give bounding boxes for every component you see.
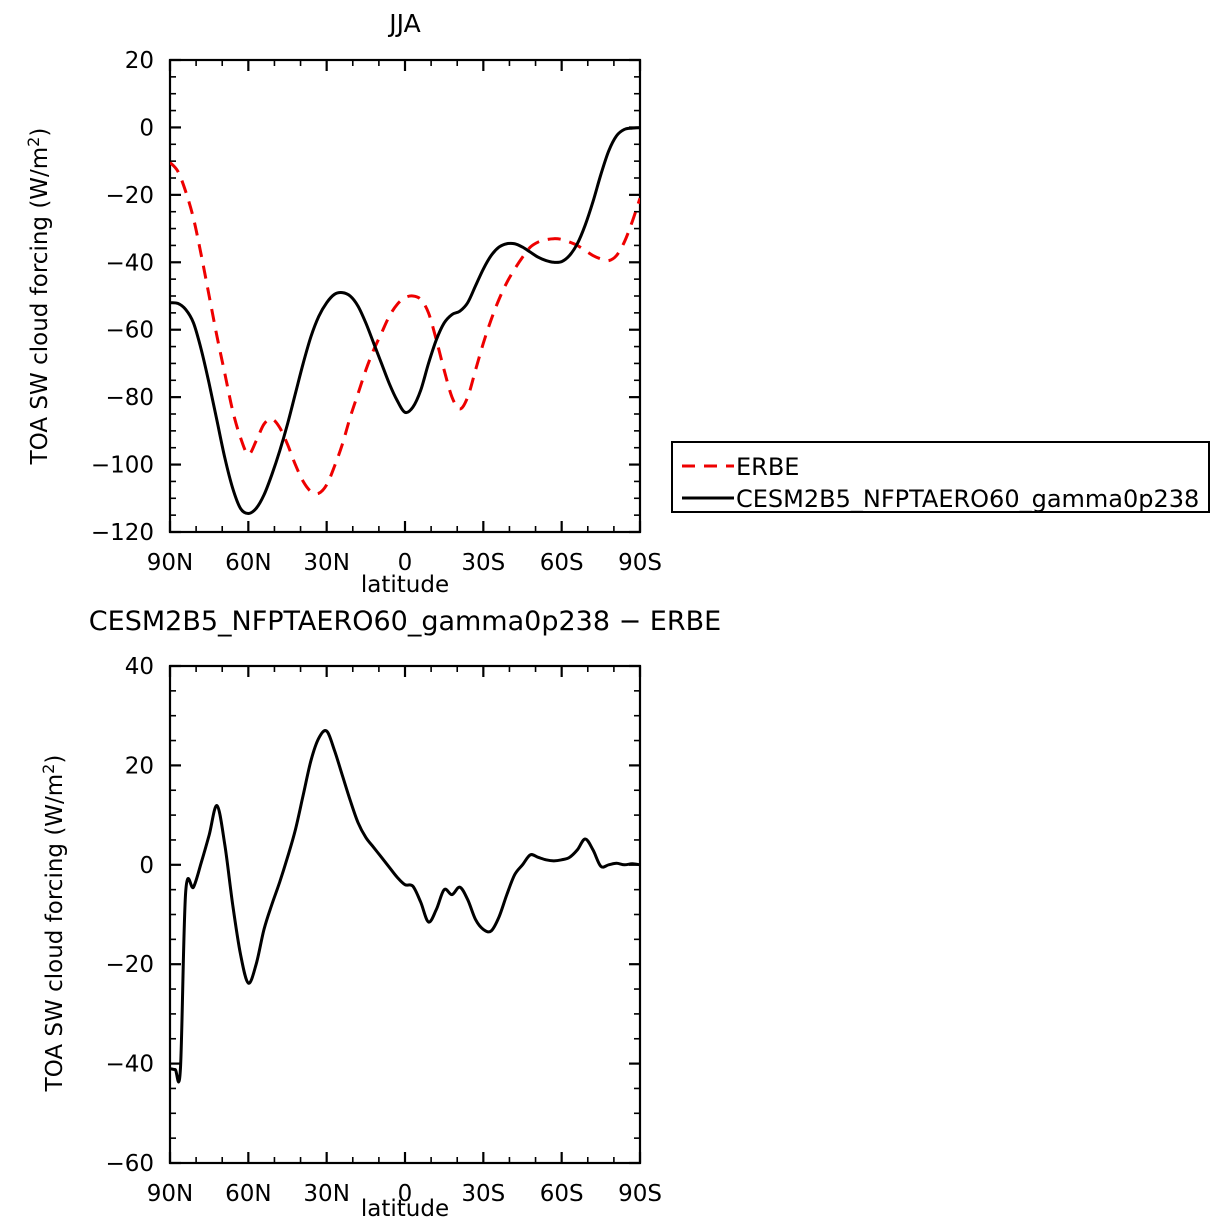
bottom-panel-title: CESM2B5_NFPTAERO60_gamma0p238 − ERBE	[89, 606, 721, 637]
top-panel: JJA TOA SW cloud forcing (W/m2) latitude…	[24, 9, 662, 598]
y-tick-label: 0	[139, 115, 154, 141]
y-tick-label: 40	[125, 654, 154, 680]
bottom-panel-ticks	[168, 664, 642, 1165]
top-panel-x-axis-label: latitude	[361, 572, 449, 598]
svg-text:TOA SW cloud forcing (W/m2): TOA SW cloud forcing (W/m2)	[39, 755, 68, 1093]
bottom-panel-x-tick-labels: 90N 60N 30N 0 30S 60S 90S	[147, 1181, 662, 1207]
top-panel-x-tick-labels: 90N 60N 30N 0 30S 60S 90S	[147, 550, 662, 576]
y-tick-label: −120	[91, 520, 154, 546]
top-panel-y-axis-label: TOA SW cloud forcing (W/m2)	[24, 128, 53, 466]
top-panel-ticks	[168, 58, 642, 534]
x-tick-label: 90S	[618, 550, 662, 576]
y-tick-label: −60	[105, 318, 154, 344]
x-tick-label: 90S	[618, 1181, 662, 1207]
x-tick-label: 90N	[147, 1181, 193, 1207]
y-tick-label: 20	[125, 48, 154, 74]
bottom-panel-y-tick-labels: 40 20 0 −20 −40 −60	[105, 654, 154, 1177]
bottom-ylabel-sup: 2	[39, 764, 58, 774]
x-tick-label: 0	[398, 550, 413, 576]
x-tick-label: 90N	[147, 550, 193, 576]
y-tick-label: −40	[105, 1052, 154, 1078]
top-panel-y-tick-labels: 20 0 −20 −40 −60 −80 −100 −120	[91, 48, 154, 546]
y-tick-label: −100	[91, 453, 154, 479]
y-tick-label: −20	[105, 952, 154, 978]
top-ylabel-main: TOA SW cloud forcing (W/m	[27, 147, 53, 466]
bottom-ylabel-close: )	[42, 755, 68, 764]
x-tick-label: 0	[398, 1181, 413, 1207]
x-tick-label: 60S	[540, 1181, 584, 1207]
series-line-cesm2b5-nfptaero60-gamma0p238-erbe	[170, 729, 640, 1084]
x-tick-label: 30S	[461, 550, 505, 576]
y-tick-label: −80	[105, 385, 154, 411]
y-tick-label: −60	[105, 1151, 154, 1177]
top-ylabel-sup: 2	[24, 137, 43, 147]
legend-label: ERBE	[736, 453, 799, 481]
legend-box	[671, 441, 1210, 513]
top-panel-series	[170, 126, 640, 515]
bottom-panel-y-axis-label: TOA SW cloud forcing (W/m2)	[39, 755, 68, 1093]
x-tick-label: 60S	[540, 550, 584, 576]
y-tick-label: −40	[105, 250, 154, 276]
top-panel-title: JJA	[387, 9, 420, 38]
bottom-panel-series	[170, 729, 640, 1084]
top-ylabel-close: )	[27, 128, 53, 137]
svg-text:TOA SW cloud forcing (W/m2): TOA SW cloud forcing (W/m2)	[24, 128, 53, 466]
x-tick-label: 30N	[303, 550, 349, 576]
legend-label: CESM2B5_NFPTAERO60_gamma0p238	[736, 485, 1199, 513]
series-line-cesm2b5-nfptaero60-gamma0p238	[170, 126, 640, 515]
x-tick-label: 60N	[225, 1181, 271, 1207]
y-tick-label: 20	[125, 753, 154, 779]
x-tick-label: 60N	[225, 550, 271, 576]
legend-items: ERBE CESM2B5_NFPTAERO60_gamma0p238	[682, 453, 1199, 513]
y-tick-label: −20	[105, 183, 154, 209]
bottom-panel-x-axis-label: latitude	[361, 1196, 449, 1222]
x-tick-label: 30S	[461, 1181, 505, 1207]
legend: ERBE CESM2B5_NFPTAERO60_gamma0p238	[671, 441, 1210, 513]
bottom-ylabel-main: TOA SW cloud forcing (W/m	[42, 774, 68, 1093]
x-tick-label: 30N	[303, 1181, 349, 1207]
bottom-panel: CESM2B5_NFPTAERO60_gamma0p238 − ERBE TOA…	[39, 606, 721, 1222]
y-tick-label: 0	[139, 853, 154, 879]
